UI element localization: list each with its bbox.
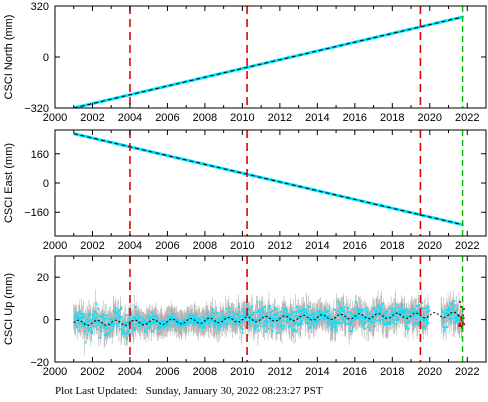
x-tick-label: 2012 xyxy=(268,112,292,124)
x-tick-label: 2014 xyxy=(305,240,329,252)
x-tick-label: 2020 xyxy=(418,366,442,378)
y-tick-label: −160 xyxy=(24,207,49,219)
x-tick-label: 2006 xyxy=(155,112,179,124)
model-trend xyxy=(73,133,464,226)
x-tick-label: 2004 xyxy=(118,112,142,124)
footer-timestamp: Sunday, January 30, 2022 08:23:27 PST xyxy=(145,385,323,397)
panel-2: 2000 2002 2004 2006 2008 2010 2012 2014 2016 2018… xyxy=(3,129,487,252)
x-tick-label: 2004 xyxy=(118,240,142,252)
y-tick-label: 20 xyxy=(37,272,49,284)
x-tick-label: 2022 xyxy=(455,112,479,124)
y-tick-label: 320 xyxy=(31,1,49,13)
y-tick-label: −20 xyxy=(30,357,49,369)
panel-3: 2000 2002 2004 2006 2008 2010 2012 2014 2016 2018… xyxy=(3,255,487,378)
panel-1: 2000 2002 2004 2006 2008 2010 2012 2014 2016 2018… xyxy=(3,1,487,124)
x-tick-label: 2010 xyxy=(230,112,254,124)
x-tick-label: 2018 xyxy=(380,112,404,124)
x-tick-label: 2012 xyxy=(268,240,292,252)
x-tick-label: 2010 xyxy=(230,366,254,378)
x-tick-label: 2006 xyxy=(155,366,179,378)
footer-label: Plot Last Updated: xyxy=(55,385,138,397)
y-axis-label: CSCI North (mm) xyxy=(3,15,15,100)
x-tick-label: 2018 xyxy=(380,240,404,252)
x-tick-label: 2008 xyxy=(193,366,217,378)
x-tick-label: 2016 xyxy=(343,240,367,252)
y-tick-label: 0 xyxy=(43,315,49,327)
x-tick-label: 2014 xyxy=(305,112,329,124)
x-tick-label: 2016 xyxy=(343,366,367,378)
y-axis-label: CSCI Up (mm) xyxy=(3,273,15,345)
y-tick-label: −320 xyxy=(24,103,49,115)
x-tick-label: 2006 xyxy=(155,240,179,252)
footer: Plot Last Updated: Sunday, January 30, 2… xyxy=(55,385,323,397)
x-tick-label: 2004 xyxy=(118,366,142,378)
x-tick-label: 2002 xyxy=(80,366,104,378)
x-tick-label: 2000 xyxy=(43,366,67,378)
x-tick-label: 2022 xyxy=(455,240,479,252)
x-tick-label: 2000 xyxy=(43,112,67,124)
x-tick-label: 2012 xyxy=(268,366,292,378)
plot-area xyxy=(73,256,466,362)
x-tick-label: 2022 xyxy=(455,366,479,378)
y-tick-label: 0 xyxy=(43,178,49,190)
x-tick-label: 2008 xyxy=(193,240,217,252)
x-tick-label: 2016 xyxy=(343,112,367,124)
plot-area xyxy=(73,130,464,236)
x-tick-label: 2008 xyxy=(193,112,217,124)
x-tick-label: 2014 xyxy=(305,366,329,378)
model-trend xyxy=(73,16,464,108)
x-tick-label: 2002 xyxy=(80,240,104,252)
y-tick-label: 160 xyxy=(31,149,49,161)
y-axis-label: CSCI East (mm) xyxy=(3,143,15,223)
x-tick-label: 2020 xyxy=(418,240,442,252)
observations xyxy=(73,132,464,227)
y-tick-label: 0 xyxy=(43,52,49,64)
x-tick-label: 2000 xyxy=(43,240,67,252)
x-tick-label: 2018 xyxy=(380,366,404,378)
x-tick-label: 2010 xyxy=(230,240,254,252)
plot-frame xyxy=(54,255,487,363)
x-tick-label: 2002 xyxy=(80,112,104,124)
observations xyxy=(73,15,464,108)
plot-area xyxy=(73,6,464,108)
x-tick-label: 2020 xyxy=(418,112,442,124)
plot-frame xyxy=(54,5,487,109)
